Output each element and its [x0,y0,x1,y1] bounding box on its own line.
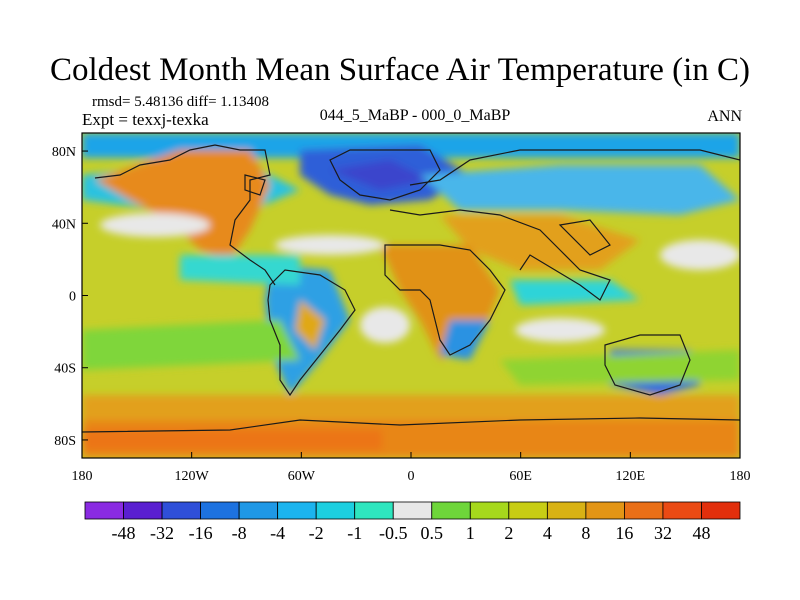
colorbar-label: -8 [232,523,247,543]
colorbar-label: 0.5 [421,523,444,543]
lon-tick-label: 60E [509,469,532,484]
lat-tick-label: 40S [54,362,76,377]
colorbar-swatch [315,501,356,520]
colorbar-swatch [624,501,664,520]
comparison-label: 044_5_MaBP - 000_0_MaBP [319,107,511,124]
longitude-axis: 180 120W 60W 0 60E 120E 180 [72,452,751,484]
colorbar-swatch [585,501,625,520]
colorbar-swatch [84,501,124,520]
colorbar-swatch [238,501,279,520]
colorbar-swatch [392,501,433,520]
colorbar-swatch [701,501,741,520]
lon-tick-label: 180 [730,469,751,484]
colorbar-label: 16 [615,523,633,543]
colorbar-swatch [662,501,702,520]
map-field [82,133,740,458]
chart-title: Coldest Month Mean Surface Air Temperatu… [50,52,750,88]
colorbar-swatch [200,501,240,520]
colorbar-swatch [546,501,587,520]
lon-tick-label: 120W [175,469,210,484]
latitude-axis: 80N 40N 0 40S 80S [52,145,88,449]
colorbar-label: -1 [347,523,362,543]
colorbar-label: -16 [189,523,213,543]
lat-tick-label: 80S [54,434,76,449]
colorbar-label: -48 [112,523,136,543]
colorbar-swatch [469,501,510,520]
colorbar-label: -4 [270,523,285,543]
colorbar-label: 1 [466,523,475,543]
colorbar-label: 8 [581,523,590,543]
colorbar-label: 32 [654,523,672,543]
colorbar-swatch [277,501,317,520]
colorbar-label: 4 [543,523,552,543]
lat-tick-label: 40N [52,217,76,232]
lon-tick-label: 180 [72,469,93,484]
colorbar-swatch [354,501,394,520]
coastlines [82,144,740,433]
lon-tick-label: 120E [616,469,646,484]
lat-tick-label: 80N [52,145,76,160]
experiment-label: Expt = texxj-texka [82,110,209,129]
lat-tick-label: 0 [69,290,76,305]
colorbar-label: -0.5 [379,523,408,543]
season-label: ANN [707,108,742,125]
colorbar-swatch [508,501,548,520]
lon-tick-label: 0 [408,469,415,484]
colorbar-label: 48 [692,523,710,543]
colorbar-label: -2 [309,523,324,543]
colorbar-swatch [161,501,201,520]
stats-label: rmsd= 5.48136 diff= 1.13408 [92,94,270,110]
colorbar-swatch [431,501,471,520]
colorbar-swatch [123,501,163,520]
lon-tick-label: 60W [288,469,316,484]
colorbar-label: 2 [504,523,513,543]
colorbar-label: -32 [150,523,174,543]
